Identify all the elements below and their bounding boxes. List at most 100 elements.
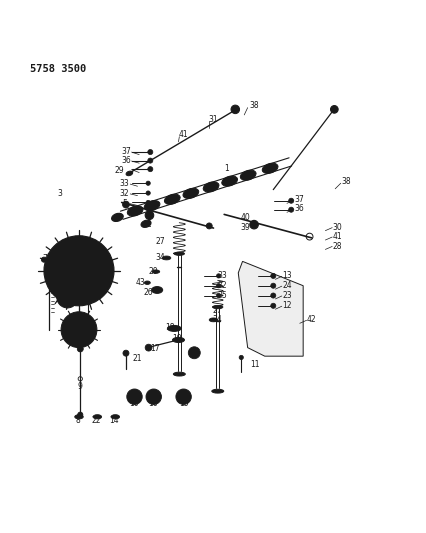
Text: 18: 18 xyxy=(165,322,174,332)
Circle shape xyxy=(61,312,97,348)
Text: 36: 36 xyxy=(121,156,130,165)
Text: 33: 33 xyxy=(120,179,129,188)
Ellipse shape xyxy=(147,203,156,208)
Ellipse shape xyxy=(221,176,237,186)
Ellipse shape xyxy=(225,179,233,184)
Circle shape xyxy=(150,393,157,400)
Text: 16: 16 xyxy=(148,400,157,408)
Text: 15: 15 xyxy=(178,400,188,408)
Text: 38: 38 xyxy=(249,101,258,110)
Ellipse shape xyxy=(162,256,170,260)
Circle shape xyxy=(147,158,153,163)
Text: 14: 14 xyxy=(109,416,119,425)
Text: 25: 25 xyxy=(190,348,200,357)
Circle shape xyxy=(44,236,114,306)
Text: 9: 9 xyxy=(78,382,83,391)
Text: 3: 3 xyxy=(57,189,62,198)
Circle shape xyxy=(330,106,337,113)
Circle shape xyxy=(230,105,239,114)
Text: 34: 34 xyxy=(155,254,164,262)
Ellipse shape xyxy=(207,184,215,190)
Circle shape xyxy=(57,249,101,293)
Circle shape xyxy=(239,356,243,360)
Circle shape xyxy=(188,347,200,359)
Circle shape xyxy=(176,389,191,405)
Text: 5758 3500: 5758 3500 xyxy=(30,63,86,74)
Circle shape xyxy=(145,211,153,220)
Ellipse shape xyxy=(131,208,139,214)
Text: 23: 23 xyxy=(282,291,291,300)
Text: 13: 13 xyxy=(282,271,291,280)
Text: 17: 17 xyxy=(150,344,159,353)
Text: 20: 20 xyxy=(148,267,157,276)
Circle shape xyxy=(147,167,153,172)
Text: 38: 38 xyxy=(340,176,350,185)
Ellipse shape xyxy=(186,191,195,196)
Circle shape xyxy=(180,393,187,400)
Text: 1: 1 xyxy=(223,164,228,173)
Text: 36: 36 xyxy=(294,204,303,213)
Text: 6: 6 xyxy=(60,254,66,263)
Ellipse shape xyxy=(111,415,119,419)
Text: 2: 2 xyxy=(146,220,151,229)
Ellipse shape xyxy=(173,372,185,376)
Circle shape xyxy=(131,393,138,400)
Circle shape xyxy=(41,257,46,262)
Polygon shape xyxy=(238,261,302,356)
Circle shape xyxy=(146,191,150,195)
Circle shape xyxy=(52,257,56,262)
Circle shape xyxy=(270,283,275,288)
Text: 33: 33 xyxy=(217,271,226,280)
Ellipse shape xyxy=(75,415,83,419)
Circle shape xyxy=(75,326,82,333)
Circle shape xyxy=(87,251,93,256)
Circle shape xyxy=(66,295,69,299)
Ellipse shape xyxy=(152,270,159,273)
Circle shape xyxy=(57,287,78,308)
Circle shape xyxy=(127,389,142,405)
Text: 42: 42 xyxy=(306,316,316,325)
Ellipse shape xyxy=(154,288,159,292)
Circle shape xyxy=(216,274,220,278)
Text: 19: 19 xyxy=(172,334,181,343)
Text: 40: 40 xyxy=(240,213,250,222)
Circle shape xyxy=(249,220,258,229)
Ellipse shape xyxy=(209,318,217,322)
Text: 34: 34 xyxy=(213,316,222,325)
Circle shape xyxy=(123,350,129,356)
Text: 22: 22 xyxy=(91,416,101,425)
Text: 37: 37 xyxy=(121,147,130,156)
Ellipse shape xyxy=(203,182,219,192)
Ellipse shape xyxy=(262,163,277,173)
Ellipse shape xyxy=(151,287,162,293)
Circle shape xyxy=(216,293,220,297)
Ellipse shape xyxy=(126,171,132,176)
Circle shape xyxy=(146,200,150,205)
Text: 27: 27 xyxy=(155,237,164,246)
Text: 37: 37 xyxy=(294,196,303,204)
Ellipse shape xyxy=(174,252,184,255)
Text: 32: 32 xyxy=(120,189,129,198)
Circle shape xyxy=(191,350,196,356)
Circle shape xyxy=(288,198,293,203)
Ellipse shape xyxy=(167,326,181,332)
Circle shape xyxy=(146,389,161,405)
Ellipse shape xyxy=(164,194,180,204)
Circle shape xyxy=(122,201,129,208)
Ellipse shape xyxy=(240,170,256,180)
Ellipse shape xyxy=(211,389,223,393)
Text: 5: 5 xyxy=(122,199,127,208)
Circle shape xyxy=(146,181,150,185)
Circle shape xyxy=(216,284,220,288)
Text: 29: 29 xyxy=(115,166,124,175)
Text: 7: 7 xyxy=(42,254,47,263)
Text: 32: 32 xyxy=(217,281,226,290)
Ellipse shape xyxy=(265,166,273,171)
Ellipse shape xyxy=(212,305,222,309)
Ellipse shape xyxy=(93,415,101,419)
Text: 26: 26 xyxy=(144,288,153,297)
Text: 11: 11 xyxy=(250,360,259,369)
Ellipse shape xyxy=(168,197,176,202)
Circle shape xyxy=(270,293,275,298)
Circle shape xyxy=(69,320,89,340)
